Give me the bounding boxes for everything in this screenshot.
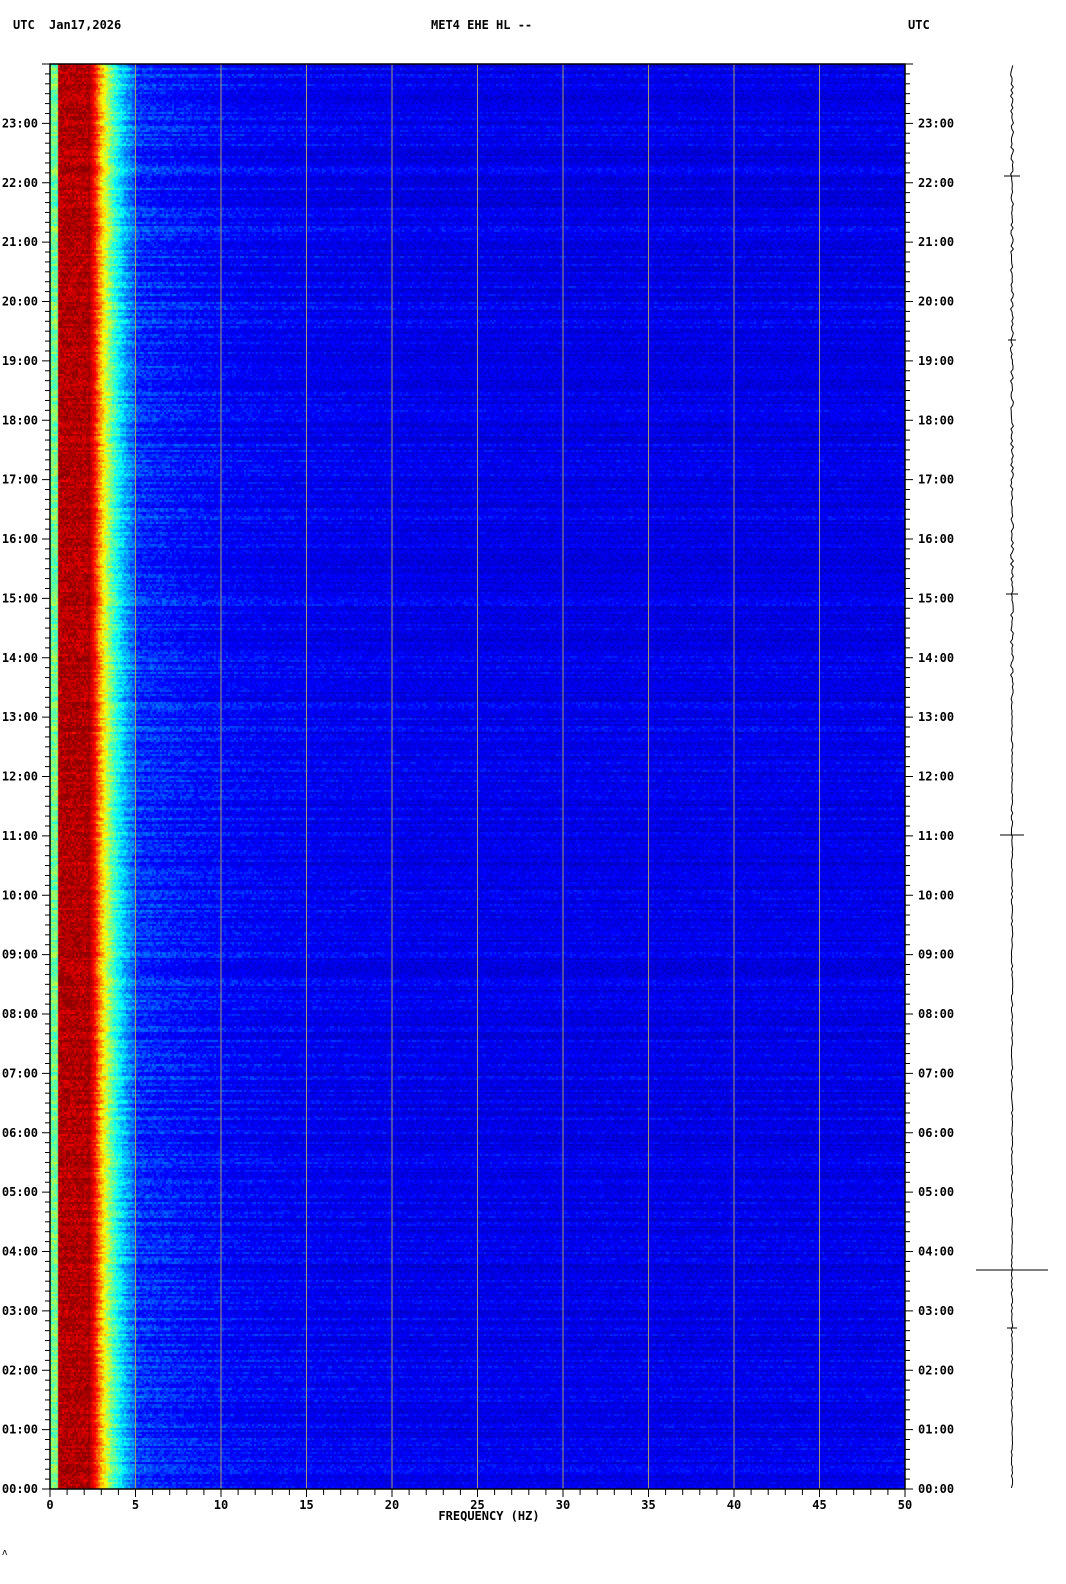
y-tick-label-left: 05:00 bbox=[2, 1185, 38, 1199]
y-tick-label-left: 06:00 bbox=[2, 1126, 38, 1140]
y-tick-label-right: 14:00 bbox=[918, 651, 954, 665]
y-tick-label-left: 17:00 bbox=[2, 473, 38, 487]
y-tick-label-right: 02:00 bbox=[918, 1363, 954, 1377]
y-tick-label-right: 03:00 bbox=[918, 1304, 954, 1318]
y-tick-label-left: 16:00 bbox=[2, 532, 38, 546]
y-tick-label-right: 15:00 bbox=[918, 591, 954, 605]
y-tick-label-left: 09:00 bbox=[2, 948, 38, 962]
y-tick-label-left: 10:00 bbox=[2, 888, 38, 902]
chart-title: MET4 EHE HL -- bbox=[431, 18, 533, 32]
y-tick-label-left: 08:00 bbox=[2, 1007, 38, 1021]
y-tick-label-left: 19:00 bbox=[2, 354, 38, 368]
right-timezone-label: UTC bbox=[908, 18, 930, 32]
y-tick-label-left: 22:00 bbox=[2, 176, 38, 190]
y-tick-label-left: 03:00 bbox=[2, 1304, 38, 1318]
x-tick-label: 5 bbox=[132, 1498, 139, 1512]
y-tick-label-left: 12:00 bbox=[2, 770, 38, 784]
y-tick-label-left: 02:00 bbox=[2, 1363, 38, 1377]
y-tick-label-right: 10:00 bbox=[918, 888, 954, 902]
x-tick-label: 15 bbox=[299, 1498, 313, 1512]
footer-mark: ʌ bbox=[2, 1548, 8, 1558]
y-tick-label-right: 17:00 bbox=[918, 473, 954, 487]
x-tick-label: 30 bbox=[556, 1498, 570, 1512]
x-axis-label: FREQUENCY (HZ) bbox=[438, 1509, 539, 1523]
y-tick-label-left: 01:00 bbox=[2, 1423, 38, 1437]
y-tick-label-left: 15:00 bbox=[2, 591, 38, 605]
y-tick-label-right: 05:00 bbox=[918, 1185, 954, 1199]
y-tick-label-right: 21:00 bbox=[918, 235, 954, 249]
date-label: Jan17,2026 bbox=[49, 18, 122, 32]
y-tick-label-right: 07:00 bbox=[918, 1066, 954, 1080]
x-tick-label: 35 bbox=[641, 1498, 655, 1512]
y-tick-label-left: 07:00 bbox=[2, 1066, 38, 1080]
y-tick-label-right: 00:00 bbox=[918, 1482, 954, 1496]
y-tick-label-right: 18:00 bbox=[918, 413, 954, 427]
y-tick-label-right: 09:00 bbox=[918, 948, 954, 962]
y-tick-label-right: 01:00 bbox=[918, 1423, 954, 1437]
x-tick-label: 25 bbox=[470, 1498, 484, 1512]
y-tick-label-right: 11:00 bbox=[918, 829, 954, 843]
seismogram-trace bbox=[1009, 65, 1015, 1489]
left-timezone-label: UTC bbox=[13, 18, 35, 32]
y-tick-label-right: 19:00 bbox=[918, 354, 954, 368]
x-tick-label: 20 bbox=[385, 1498, 399, 1512]
x-tick-label: 50 bbox=[898, 1498, 912, 1512]
y-tick-label-right: 13:00 bbox=[918, 710, 954, 724]
x-tick-label: 40 bbox=[727, 1498, 741, 1512]
y-tick-label-left: 20:00 bbox=[2, 295, 38, 309]
y-tick-label-left: 00:00 bbox=[2, 1482, 38, 1496]
y-tick-label-left: 14:00 bbox=[2, 651, 38, 665]
y-tick-label-left: 23:00 bbox=[2, 116, 38, 130]
x-tick-label: 10 bbox=[214, 1498, 228, 1512]
y-tick-label-right: 06:00 bbox=[918, 1126, 954, 1140]
x-tick-label: 0 bbox=[46, 1498, 53, 1512]
y-tick-label-right: 16:00 bbox=[918, 532, 954, 546]
y-tick-label-left: 04:00 bbox=[2, 1245, 38, 1259]
y-tick-label-left: 21:00 bbox=[2, 235, 38, 249]
y-tick-label-right: 22:00 bbox=[918, 176, 954, 190]
y-tick-label-right: 20:00 bbox=[918, 295, 954, 309]
y-tick-label-left: 13:00 bbox=[2, 710, 38, 724]
y-tick-label-right: 23:00 bbox=[918, 116, 954, 130]
x-tick-label: 45 bbox=[812, 1498, 826, 1512]
y-tick-label-left: 18:00 bbox=[2, 413, 38, 427]
y-tick-label-left: 11:00 bbox=[2, 829, 38, 843]
y-tick-label-right: 08:00 bbox=[918, 1007, 954, 1021]
y-tick-label-right: 12:00 bbox=[918, 770, 954, 784]
y-tick-label-right: 04:00 bbox=[918, 1245, 954, 1259]
